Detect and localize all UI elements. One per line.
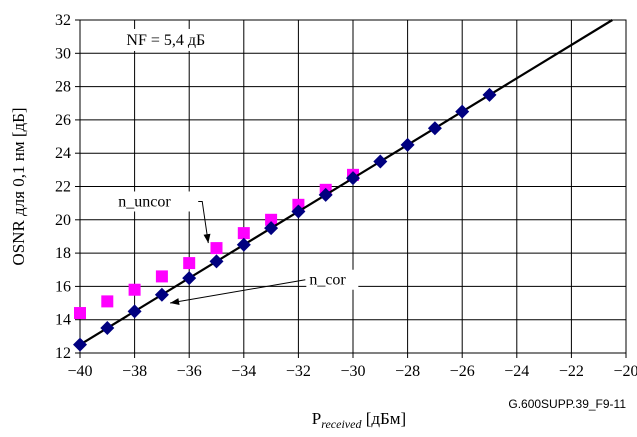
x-tick-label: −38 <box>122 363 147 380</box>
n-uncor-point <box>265 213 278 226</box>
n-uncor-label-bg <box>115 191 198 212</box>
n-cor-point <box>264 221 279 236</box>
n-cor-point <box>209 254 224 269</box>
n-uncor-point <box>183 257 196 270</box>
n-cor-label-bg <box>306 269 359 290</box>
n-cor-label: n_cor <box>309 272 346 289</box>
y-tick-label: 18 <box>55 245 71 262</box>
n-cor-point <box>346 171 360 186</box>
y-tick-label: 28 <box>55 79 71 96</box>
n-uncor-leader <box>198 200 209 244</box>
n-cor-point <box>482 87 497 102</box>
n-cor-point <box>400 137 415 152</box>
y-tick-label: 26 <box>55 112 71 129</box>
n-cor-point <box>73 337 87 352</box>
series-n-uncor <box>74 168 359 320</box>
y-axis-ticks: 12 14 16 18 20 22 24 26 28 30 32 <box>55 12 80 362</box>
y-tick-label: 14 <box>55 312 71 329</box>
x-tick-label: −30 <box>340 363 365 380</box>
n-uncor-arrowhead <box>203 233 211 244</box>
nf-annotation-bg <box>123 28 234 51</box>
n-cor-point <box>127 304 142 319</box>
y-axis-title: OSNR для 0,1 нм [дБ] <box>9 107 28 265</box>
n-cor-point <box>455 104 470 119</box>
n-cor-point <box>291 204 306 219</box>
y-tick-label: 24 <box>55 145 71 162</box>
nf-annotation: NF = 5,4 дБ <box>126 32 205 49</box>
n-uncor-label: n_uncor <box>118 193 171 210</box>
n-cor-arrowhead <box>170 298 180 305</box>
n-cor-point <box>236 237 251 252</box>
n-uncor-point <box>74 307 86 320</box>
x-axis-ticks: −40 −38 −36 −34 −32 −30 −28 −26 −24 −22 −20 <box>67 353 637 380</box>
n-uncor-point <box>237 227 250 240</box>
x-tick-label: −36 <box>177 363 202 380</box>
y-tick-label: 16 <box>55 278 71 295</box>
n-uncor-point <box>155 270 168 283</box>
n-cor-point <box>373 154 388 169</box>
x-tick-label: −22 <box>559 363 584 380</box>
fit-line <box>79 19 613 346</box>
x-tick-label: −20 <box>613 363 637 380</box>
x-axis-title-sub: received <box>321 417 362 431</box>
x-axis-title-unit: [дБм] <box>361 409 406 428</box>
figure-id: G.600SUPP.39_F9-11 <box>508 397 626 411</box>
n-cor-point <box>182 271 197 286</box>
y-tick-label: 20 <box>55 212 71 229</box>
x-tick-label: −32 <box>286 363 311 380</box>
n-cor-leader <box>170 279 306 304</box>
x-axis-title-main: P <box>312 409 321 428</box>
x-tick-label: −24 <box>504 363 529 380</box>
n-uncor-point <box>210 242 223 255</box>
n-cor-point <box>154 287 169 302</box>
n-cor-point <box>427 121 442 136</box>
y-tick-label: 30 <box>55 45 71 62</box>
x-tick-label: −34 <box>231 363 256 380</box>
n-cor-point <box>318 187 333 202</box>
y-tick-label: 22 <box>55 179 71 196</box>
grid <box>80 20 626 353</box>
y-tick-label: 32 <box>55 12 71 29</box>
x-tick-label: −28 <box>395 363 420 380</box>
x-tick-label: −26 <box>450 363 475 380</box>
n-uncor-point <box>101 295 114 308</box>
series-n-cor <box>73 87 497 352</box>
n-uncor-point <box>128 283 141 296</box>
x-tick-label: −40 <box>67 363 92 380</box>
y-tick-label: 12 <box>55 345 71 362</box>
n-cor-point <box>100 321 115 336</box>
x-axis-title: Preceived [дБм] <box>312 409 406 431</box>
